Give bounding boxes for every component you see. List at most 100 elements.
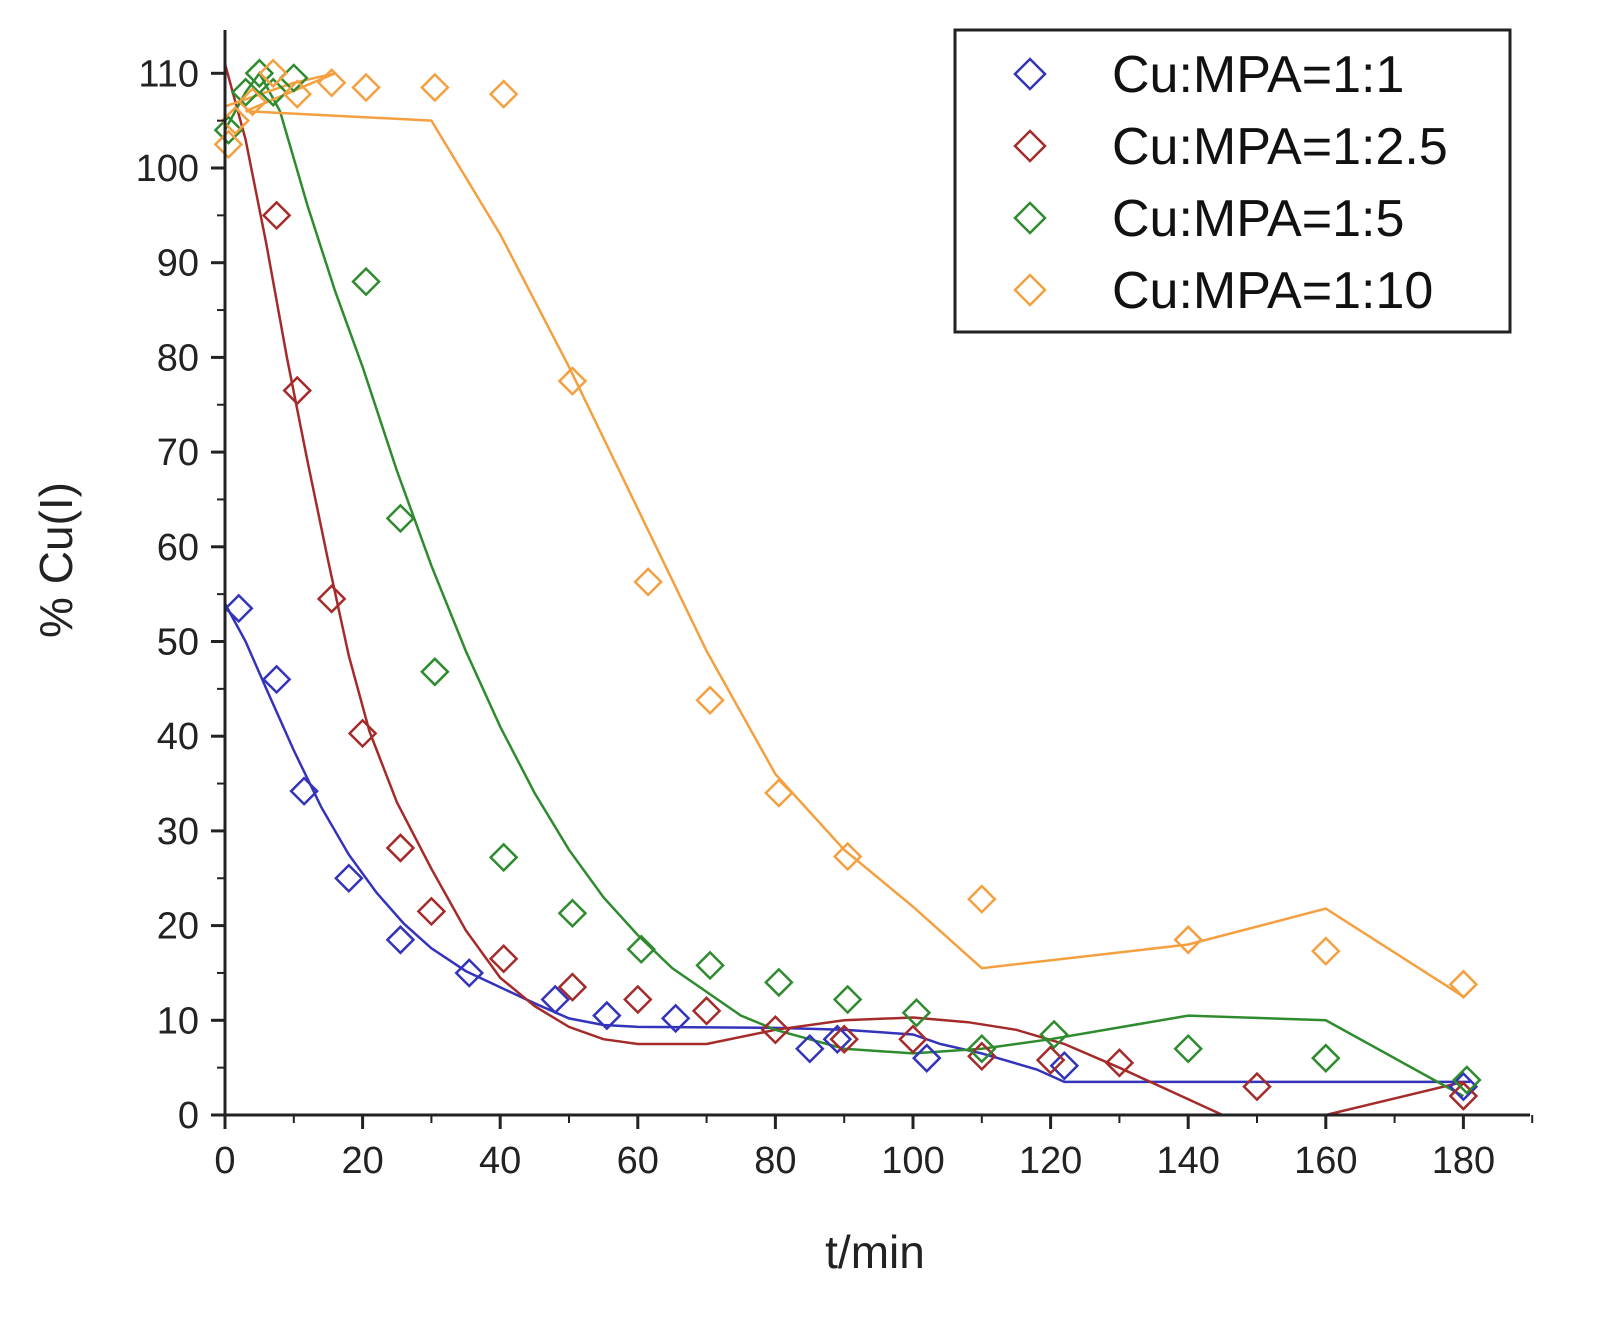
data-point-series-2 <box>557 972 588 1002</box>
y-tick-label: 30 <box>157 811 199 853</box>
data-point-series-2 <box>829 1024 859 1055</box>
legend-box <box>953 28 1512 334</box>
data-point-series-2 <box>416 896 447 927</box>
data-point-series-3 <box>557 898 588 929</box>
legend-marker-4 <box>1013 273 1047 307</box>
data-point-series-4 <box>351 72 381 103</box>
data-point-series-3 <box>1452 1065 1482 1095</box>
data-point-series-1 <box>334 863 364 894</box>
data-point-series-2 <box>1448 1081 1479 1111</box>
legend-label-1: Cu:MPA=1:1 <box>1112 46 1404 104</box>
axes-layer: 0 10 20 30 40 50 60 70 80 90 100 110 0 20 40 60 80 100 120… <box>136 30 1534 1182</box>
data-point-series-2 <box>898 1024 928 1055</box>
legend-marker-1 <box>1013 57 1047 91</box>
y-tick-label: 60 <box>157 527 199 569</box>
data-point-series-3 <box>213 115 244 145</box>
data-point-series-3 <box>764 967 794 998</box>
data-point-series-2 <box>760 1015 791 1045</box>
data-points-layer <box>213 58 1482 1111</box>
data-point-series-2 <box>282 375 313 406</box>
data-point-series-4 <box>258 58 288 89</box>
x-tick-label: 100 <box>881 1140 944 1182</box>
data-point-series-1 <box>592 1000 622 1031</box>
legend-marker-3 <box>1013 201 1047 235</box>
data-point-series-3 <box>244 58 275 89</box>
data-point-series-1 <box>911 1043 942 1073</box>
x-tick-label: 120 <box>1019 1140 1082 1182</box>
data-point-series-4 <box>1311 936 1341 966</box>
data-point-series-3 <box>1039 1019 1069 1050</box>
x-tick-label: 180 <box>1432 1140 1495 1182</box>
legend: Cu:MPA=1:1 Cu:MPA=1:2.5 Cu:MPA=1:5 Cu:MPA=1… <box>953 28 1512 334</box>
x-tick-label: 20 <box>341 1140 383 1182</box>
data-point-series-3 <box>258 77 288 108</box>
data-point-series-4 <box>557 366 588 396</box>
y-tick-label: 10 <box>157 1000 199 1042</box>
data-point-series-4 <box>237 86 268 117</box>
legend-label-4: Cu:MPA=1:10 <box>1112 262 1433 320</box>
data-point-series-2 <box>623 984 653 1015</box>
data-point-series-4 <box>420 72 450 103</box>
y-tick-label: 70 <box>157 432 199 474</box>
data-point-series-1 <box>289 776 319 806</box>
data-point-series-4 <box>764 778 794 808</box>
legend-marker-2 <box>1013 129 1047 163</box>
fit-lines-layer <box>223 63 1471 1117</box>
data-point-series-2 <box>347 718 378 749</box>
data-point-series-4 <box>832 841 863 872</box>
y-tick-label: 0 <box>178 1095 199 1137</box>
data-point-series-1 <box>540 984 571 1015</box>
data-point-series-2 <box>1104 1048 1135 1078</box>
data-point-series-4 <box>1448 969 1479 1000</box>
data-point-series-4 <box>633 567 663 597</box>
data-point-series-3 <box>967 1033 997 1064</box>
data-point-series-2 <box>691 996 722 1026</box>
data-point-series-2 <box>1035 1045 1066 1075</box>
data-point-series-3 <box>1311 1043 1341 1073</box>
data-point-series-1 <box>261 664 292 695</box>
data-point-series-3 <box>1173 1033 1203 1064</box>
data-point-series-1 <box>223 593 254 624</box>
data-point-series-3 <box>695 950 725 981</box>
data-point-series-3 <box>385 503 416 534</box>
y-tick-label: 50 <box>157 622 199 664</box>
data-point-series-1 <box>660 1003 691 1034</box>
y-tick-label: 20 <box>157 906 199 948</box>
y-tick-label: 90 <box>157 243 199 285</box>
data-point-series-2 <box>385 833 416 863</box>
data-point-series-4 <box>213 129 244 160</box>
data-point-series-1 <box>1049 1050 1080 1081</box>
x-tick-label: 80 <box>754 1140 796 1182</box>
data-point-series-2 <box>316 584 347 614</box>
x-axis-title: t/min <box>825 1226 925 1278</box>
data-point-series-2 <box>1242 1071 1272 1102</box>
x-tick-label: 140 <box>1156 1140 1219 1182</box>
x-tick-label: 60 <box>617 1140 659 1182</box>
x-tick-label: 0 <box>214 1140 235 1182</box>
data-point-series-4 <box>695 685 725 715</box>
data-point-series-4 <box>967 884 997 914</box>
y-tick-label: 110 <box>138 53 199 95</box>
x-tick-label: 160 <box>1294 1140 1357 1182</box>
data-point-series-3 <box>351 266 381 297</box>
data-point-series-1 <box>454 958 485 988</box>
data-point-series-3 <box>832 984 863 1015</box>
fit-line-series-4 <box>224 72 1465 998</box>
data-point-series-3 <box>420 657 450 687</box>
legend-label-3: Cu:MPA=1:5 <box>1112 190 1404 248</box>
fit-line-series-1 <box>223 603 1471 1084</box>
data-point-series-3 <box>230 77 261 108</box>
y-tick-label: 100 <box>136 148 199 190</box>
data-point-series-1 <box>385 925 416 955</box>
data-point-series-2 <box>261 200 292 231</box>
data-point-series-3 <box>901 997 932 1028</box>
data-point-series-2 <box>488 943 519 974</box>
data-point-series-1 <box>822 1024 853 1055</box>
data-point-series-4 <box>316 68 347 98</box>
data-point-series-4 <box>220 105 251 136</box>
y-axis-title: % Cu(I) <box>30 482 82 638</box>
data-point-series-1 <box>795 1033 825 1064</box>
y-tick-label: 40 <box>157 716 199 758</box>
data-point-series-4 <box>488 79 519 109</box>
